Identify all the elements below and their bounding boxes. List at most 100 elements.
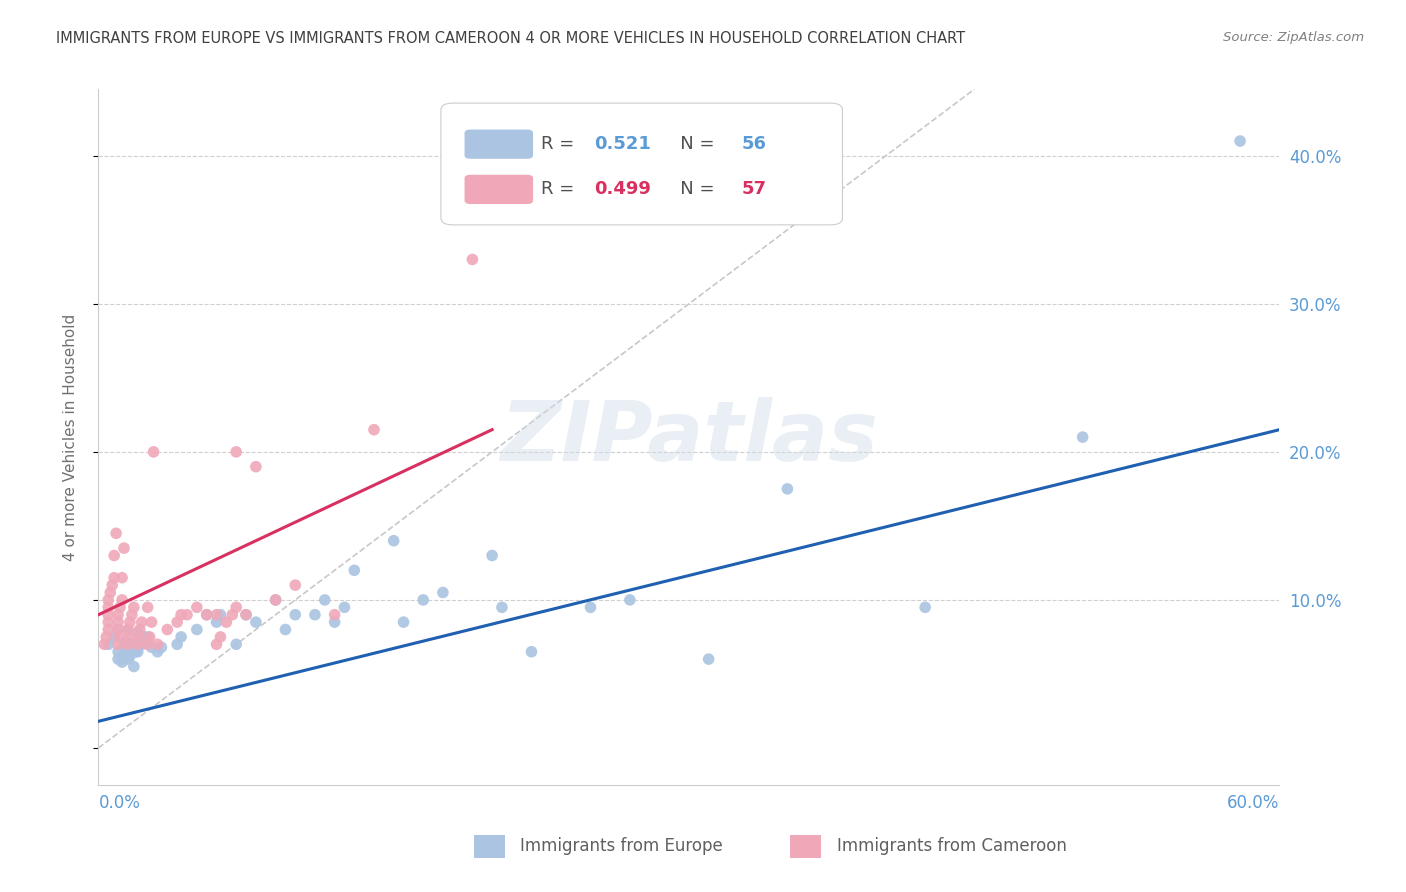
Point	[122, 659, 145, 673]
Point	[235, 607, 257, 622]
Point	[136, 600, 159, 615]
Text: 0.0%: 0.0%	[98, 794, 141, 812]
Point	[107, 607, 129, 622]
Point	[215, 615, 238, 629]
Point	[170, 607, 193, 622]
Point	[245, 615, 267, 629]
Point	[333, 600, 356, 615]
FancyBboxPatch shape	[441, 103, 842, 225]
Point	[225, 445, 247, 459]
Point	[176, 607, 198, 622]
Point	[343, 563, 366, 577]
Point	[776, 482, 799, 496]
Point	[205, 615, 228, 629]
Text: R =: R =	[541, 180, 581, 198]
Point	[225, 600, 247, 615]
Point	[392, 615, 415, 629]
Point	[156, 623, 179, 637]
Text: N =: N =	[664, 136, 720, 153]
Point	[461, 252, 484, 267]
Text: 60.0%: 60.0%	[1227, 794, 1279, 812]
Point	[195, 607, 218, 622]
Point	[111, 571, 134, 585]
Point	[122, 637, 145, 651]
Point	[225, 637, 247, 651]
Point	[107, 623, 129, 637]
Point	[125, 645, 148, 659]
Point	[103, 571, 125, 585]
Point	[235, 607, 257, 622]
Point	[107, 623, 129, 637]
Point	[97, 615, 120, 629]
Text: IMMIGRANTS FROM EUROPE VS IMMIGRANTS FROM CAMEROON 4 OR MORE VEHICLES IN HOUSEHO: IMMIGRANTS FROM EUROPE VS IMMIGRANTS FRO…	[56, 31, 966, 46]
Point	[245, 459, 267, 474]
Point	[579, 600, 602, 615]
Point	[97, 637, 120, 651]
Point	[363, 423, 385, 437]
Point	[1229, 134, 1251, 148]
Point	[1071, 430, 1094, 444]
Point	[284, 578, 307, 592]
Point	[205, 637, 228, 651]
Point	[150, 640, 173, 655]
Point	[146, 637, 169, 651]
Point	[274, 623, 297, 637]
Text: N =: N =	[664, 180, 720, 198]
Point	[209, 607, 232, 622]
Point	[101, 578, 124, 592]
Y-axis label: 4 or more Vehicles in Household: 4 or more Vehicles in Household	[63, 313, 77, 561]
Point	[112, 541, 135, 555]
Point	[127, 630, 149, 644]
Point	[107, 630, 129, 644]
Point	[103, 549, 125, 563]
Point	[117, 623, 139, 637]
Point	[96, 630, 118, 644]
Text: Immigrants from Europe: Immigrants from Europe	[520, 837, 723, 855]
Point	[141, 615, 163, 629]
Point	[118, 649, 141, 664]
Point	[127, 625, 149, 640]
Point	[111, 649, 134, 664]
Text: ZIPatlas: ZIPatlas	[501, 397, 877, 477]
Point	[520, 645, 543, 659]
Point	[127, 637, 149, 651]
Point	[97, 623, 120, 637]
Point	[105, 526, 128, 541]
Point	[481, 549, 503, 563]
Point	[491, 600, 513, 615]
Point	[118, 615, 141, 629]
Point	[323, 615, 346, 629]
Point	[103, 630, 125, 644]
Point	[314, 593, 336, 607]
FancyBboxPatch shape	[464, 129, 533, 159]
Point	[412, 593, 434, 607]
Point	[117, 645, 139, 659]
Point	[121, 640, 143, 655]
Text: 0.499: 0.499	[595, 180, 651, 198]
Point	[304, 607, 326, 622]
Text: 56: 56	[742, 136, 768, 153]
Point	[107, 615, 129, 629]
Text: 0.521: 0.521	[595, 136, 651, 153]
Point	[132, 630, 155, 644]
Point	[264, 593, 287, 607]
Point	[98, 585, 121, 599]
Point	[121, 607, 143, 622]
Point	[115, 634, 138, 648]
Text: Immigrants from Cameroon: Immigrants from Cameroon	[837, 837, 1066, 855]
Point	[97, 607, 120, 622]
Point	[432, 585, 454, 599]
Point	[209, 630, 232, 644]
Point	[166, 615, 188, 629]
Point	[914, 600, 936, 615]
Point	[186, 623, 208, 637]
Point	[186, 600, 208, 615]
Point	[93, 637, 115, 651]
Point	[697, 652, 720, 666]
Point	[136, 630, 159, 644]
Point	[117, 630, 139, 644]
Text: Source: ZipAtlas.com: Source: ZipAtlas.com	[1223, 31, 1364, 45]
Point	[117, 637, 139, 651]
Point	[264, 593, 287, 607]
Point	[195, 607, 218, 622]
